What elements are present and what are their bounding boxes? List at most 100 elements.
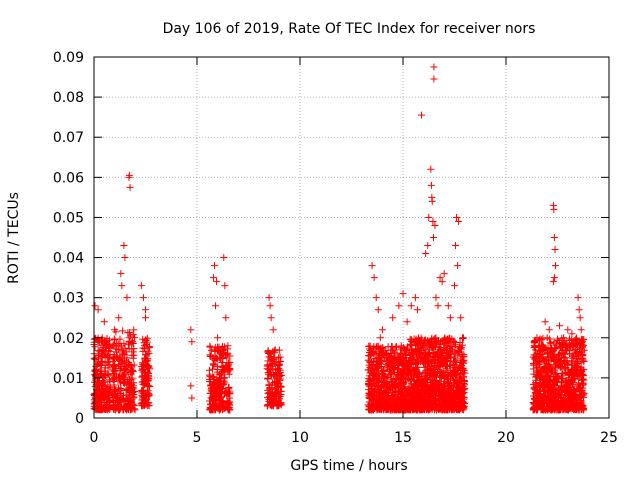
data-point xyxy=(395,361,403,369)
data-point xyxy=(459,334,467,342)
data-point xyxy=(275,395,283,403)
data-point xyxy=(214,392,222,400)
data-point xyxy=(125,171,133,179)
y-tick-label: 0.07 xyxy=(53,130,84,146)
data-point xyxy=(219,350,227,358)
data-point xyxy=(442,406,450,414)
data-point xyxy=(271,346,279,354)
data-point xyxy=(430,359,438,367)
data-point xyxy=(263,402,271,410)
data-point xyxy=(94,306,102,314)
data-point xyxy=(564,326,572,334)
data-point xyxy=(143,338,151,346)
data-point xyxy=(98,390,106,398)
data-point xyxy=(429,217,437,225)
data-point xyxy=(265,395,273,403)
data-point xyxy=(455,217,463,225)
data-point xyxy=(407,396,415,404)
data-point xyxy=(416,401,424,409)
data-point xyxy=(571,387,579,395)
data-point xyxy=(127,403,135,411)
data-point xyxy=(119,327,127,335)
data-point xyxy=(218,358,226,366)
data-point xyxy=(216,354,224,362)
data-point xyxy=(270,347,278,355)
data-point xyxy=(209,274,217,282)
data-point xyxy=(145,375,153,383)
data-point xyxy=(383,350,391,358)
data-point xyxy=(137,282,145,290)
data-point xyxy=(275,361,283,369)
data-point xyxy=(422,250,430,258)
data-point xyxy=(188,338,196,346)
data-point xyxy=(114,384,122,392)
data-point xyxy=(434,302,442,310)
data-point xyxy=(365,403,373,411)
data-point xyxy=(536,347,544,355)
data-point xyxy=(139,380,147,388)
data-point xyxy=(366,391,374,399)
data-point xyxy=(393,375,401,383)
data-point xyxy=(376,359,384,367)
data-point xyxy=(551,350,559,358)
data-point xyxy=(453,382,461,390)
data-point xyxy=(441,345,449,353)
data-point xyxy=(117,363,125,371)
data-point xyxy=(379,394,387,402)
data-point xyxy=(95,347,103,355)
data-point xyxy=(370,274,378,282)
data-point xyxy=(220,254,228,262)
data-point xyxy=(371,355,379,363)
data-point xyxy=(109,353,117,361)
data-point xyxy=(549,405,557,413)
data-point xyxy=(390,364,398,372)
data-point xyxy=(432,294,440,302)
x-tick-label: 10 xyxy=(291,430,309,446)
data-point xyxy=(111,336,119,344)
data-point xyxy=(222,314,230,322)
data-point xyxy=(407,302,415,310)
data-point xyxy=(272,370,280,378)
data-point xyxy=(364,366,372,374)
data-point xyxy=(392,387,400,395)
data-point xyxy=(457,402,465,410)
data-point xyxy=(536,392,544,400)
data-point xyxy=(126,183,134,191)
data-point xyxy=(434,385,442,393)
data-point xyxy=(206,351,214,359)
data-point xyxy=(124,329,132,337)
data-point xyxy=(536,373,544,381)
data-point xyxy=(438,373,446,381)
data-point xyxy=(206,372,214,380)
data-point xyxy=(145,382,153,390)
data-point xyxy=(446,345,454,353)
data-point xyxy=(388,377,396,385)
data-point xyxy=(551,344,559,352)
data-point xyxy=(556,322,564,330)
data-point xyxy=(214,334,222,342)
data-point xyxy=(221,390,229,398)
data-point xyxy=(541,380,549,388)
data-point xyxy=(558,382,566,390)
data-point xyxy=(129,348,137,356)
data-point xyxy=(127,366,135,374)
data-point xyxy=(121,254,129,262)
data-point xyxy=(91,355,99,363)
data-point xyxy=(453,359,461,367)
data-point xyxy=(560,334,568,342)
data-point xyxy=(222,389,230,397)
data-point xyxy=(569,399,577,407)
data-point xyxy=(142,306,149,314)
data-point xyxy=(399,290,407,298)
data-point xyxy=(393,405,401,413)
data-point xyxy=(536,358,544,366)
data-point xyxy=(207,385,215,393)
data-point xyxy=(436,274,444,282)
data-point xyxy=(579,384,587,392)
data-point xyxy=(110,361,118,369)
data-point xyxy=(546,396,554,404)
data-point xyxy=(574,294,582,302)
data-point xyxy=(455,343,463,351)
data-point xyxy=(388,395,396,403)
data-point xyxy=(125,345,133,353)
